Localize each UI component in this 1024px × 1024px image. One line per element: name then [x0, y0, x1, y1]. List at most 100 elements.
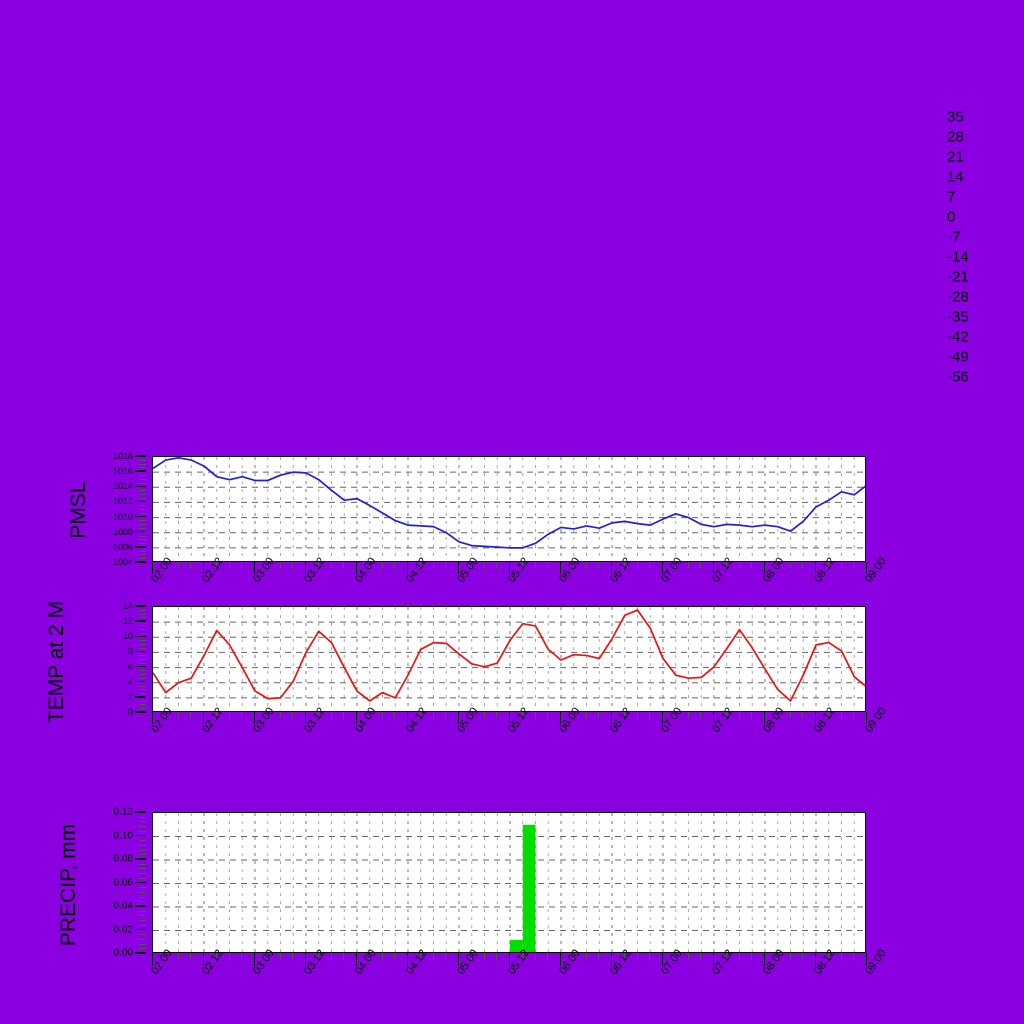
colorbar-tick-label: -7: [947, 228, 961, 246]
x-axis-minor-tick: [827, 562, 829, 568]
x-axis-minor-tick: [547, 953, 549, 960]
precip-plot: [152, 812, 866, 953]
x-axis-minor-tick: [534, 712, 536, 718]
x-axis-major-tick: [458, 953, 460, 966]
y-axis-minor-tick: [139, 659, 146, 660]
y-axis-minor-tick: [139, 910, 146, 912]
y-axis-minor-tick: [139, 816, 146, 818]
y-axis-minor-tick: [139, 700, 146, 702]
plot-gridlines: [153, 457, 865, 561]
y-axis-minor-tick: [139, 920, 146, 922]
x-axis-minor-tick: [738, 712, 740, 718]
x-axis-major-tick: [764, 953, 766, 966]
x-axis-minor-tick: [623, 953, 625, 960]
y-axis-minor-tick: [139, 655, 146, 657]
y-axis-label: 1018: [112, 451, 133, 461]
x-axis-minor-tick: [789, 953, 791, 960]
y-axis-major-tick: [135, 605, 146, 607]
y-axis-minor-tick: [139, 647, 146, 649]
y-axis-label: 10: [122, 631, 133, 642]
x-axis-minor-tick: [279, 953, 281, 960]
x-axis-minor-tick: [215, 562, 217, 568]
x-axis-minor-tick: [649, 953, 651, 960]
x-axis-minor-tick: [572, 562, 574, 568]
y-axis-major-tick: [135, 531, 146, 533]
x-axis-major-tick: [458, 562, 460, 574]
x-axis-minor-tick: [623, 712, 625, 718]
x-axis-major-tick: [866, 953, 868, 966]
y-axis-label: 0.12: [113, 806, 133, 818]
x-axis-minor-tick: [483, 712, 485, 718]
x-axis-minor-tick: [190, 712, 192, 718]
y-axis-minor-tick: [139, 868, 146, 870]
y-axis-major-tick: [135, 834, 146, 837]
x-axis-minor-tick: [381, 712, 383, 718]
y-axis-label: 1006: [112, 541, 133, 552]
x-axis-minor-tick: [802, 712, 804, 718]
x-axis-minor-tick: [483, 953, 485, 960]
x-axis-minor-tick: [470, 953, 472, 960]
x-axis-minor-tick: [547, 562, 549, 568]
y-axis-major-tick: [135, 561, 146, 563]
x-axis-minor-tick: [674, 953, 676, 960]
y-axis-major-tick: [135, 711, 146, 713]
y-axis-major-tick: [135, 546, 146, 548]
y-axis-minor-tick: [139, 704, 146, 706]
y-axis-major-tick: [135, 858, 146, 860]
y-axis-minor-tick: [139, 497, 146, 499]
x-axis-minor-tick: [534, 953, 536, 960]
x-axis-major-tick: [509, 562, 511, 574]
x-axis-minor-tick: [445, 712, 447, 718]
data-line: [153, 609, 865, 702]
x-axis-minor-tick: [853, 712, 855, 718]
y-axis-minor-tick: [139, 535, 146, 537]
y-axis-label: 2: [127, 691, 133, 702]
x-axis-minor-tick: [266, 953, 268, 960]
y-axis-major-tick: [135, 470, 146, 472]
x-axis-minor-tick: [483, 562, 485, 568]
y-axis-label: 1016: [112, 466, 133, 477]
x-axis-major-tick: [611, 562, 613, 574]
x-axis-major-tick: [407, 953, 409, 966]
x-axis-major-tick: [815, 712, 817, 724]
x-axis-minor-tick: [636, 712, 638, 718]
temp-plot: [152, 606, 866, 712]
x-axis-major-tick: [560, 562, 562, 574]
y-axis-minor-tick: [139, 512, 146, 514]
x-axis-minor-tick: [164, 712, 166, 718]
y-axis-major-tick: [135, 635, 146, 637]
x-axis-major-tick: [509, 712, 511, 724]
x-axis-minor-tick: [279, 712, 281, 718]
x-axis-minor-tick: [228, 562, 230, 568]
colorbar-tick-label: 14: [947, 168, 964, 186]
x-axis-minor-tick: [751, 712, 753, 718]
x-axis-major-tick: [254, 953, 256, 966]
x-axis-minor-tick: [674, 712, 676, 718]
y-axis-minor-tick: [139, 844, 146, 846]
x-axis-major-tick: [866, 712, 868, 724]
x-axis-major-tick: [662, 712, 664, 724]
x-axis-major-tick: [662, 562, 664, 574]
x-axis-minor-tick: [840, 953, 842, 960]
y-axis-minor-tick: [139, 474, 146, 476]
y-axis-label: 1008: [112, 526, 133, 537]
y-axis-minor-tick: [139, 527, 146, 529]
x-axis-minor-tick: [177, 712, 179, 718]
x-axis-minor-tick: [368, 562, 370, 568]
x-axis-minor-tick: [470, 712, 472, 718]
x-axis-minor-tick: [853, 562, 855, 568]
x-axis-minor-tick: [649, 712, 651, 718]
x-axis-minor-tick: [802, 562, 804, 568]
y-axis-label: 1012: [112, 496, 133, 507]
y-axis-minor-tick: [139, 670, 146, 672]
x-axis-major-tick: [815, 562, 817, 574]
x-axis-major-tick: [713, 953, 715, 966]
y-axis-minor-tick: [139, 826, 146, 828]
x-axis-minor-tick: [292, 712, 294, 718]
x-axis-minor-tick: [751, 562, 753, 568]
y-axis-label: 0.00: [113, 947, 133, 959]
y-axis-minor-tick: [139, 643, 146, 645]
y-axis-minor-tick: [139, 632, 146, 634]
x-axis-minor-tick: [164, 953, 166, 960]
y-axis-minor-tick: [139, 554, 146, 556]
